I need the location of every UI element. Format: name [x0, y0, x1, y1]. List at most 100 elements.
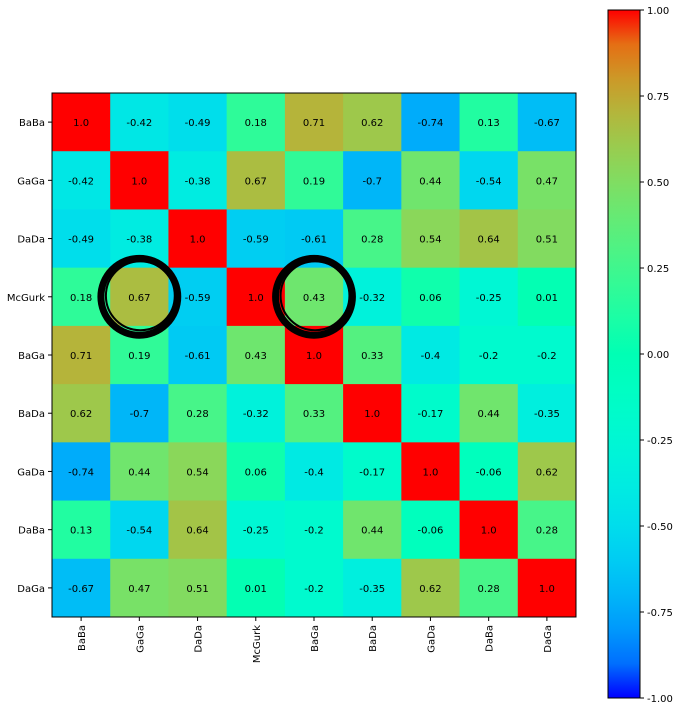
colorbar-tick-label: -1.00 [647, 694, 673, 705]
heatmap-cell-labels: 1.0 -0.42 -0.49 0.18 0.71 0.62 -0.74 0.13 -0.67 -… [68, 118, 560, 595]
y-tick-label: GaGa [17, 176, 45, 187]
cell-value-label: 0.28 [186, 409, 208, 420]
x-tick-label: GaDa [426, 625, 437, 653]
heatmap-cell [517, 93, 577, 152]
cell-value-label: 0.64 [478, 235, 500, 246]
x-tick-label: DaBa [485, 625, 496, 652]
cell-value-label: -0.59 [243, 235, 269, 246]
heatmap-cell [517, 442, 577, 502]
heatmap-cell [401, 151, 461, 210]
cell-value-label: -0.17 [359, 467, 385, 478]
heatmap-cell [517, 151, 577, 210]
cell-value-label: -0.06 [418, 526, 444, 537]
x-tick-label: DaGa [543, 625, 554, 653]
heatmap-cell [226, 151, 286, 210]
heatmap-cell [459, 500, 519, 560]
cell-value-label: 0.01 [536, 293, 558, 304]
cell-value-label: -0.35 [534, 409, 560, 420]
colorbar-tick-label: 0.50 [647, 178, 669, 189]
heatmap-cell [401, 384, 461, 443]
heatmap-cell [52, 325, 111, 385]
cell-value-label: -0.54 [126, 526, 152, 537]
cell-value-label: -0.4 [421, 351, 441, 362]
cell-value-label: 0.01 [245, 584, 267, 595]
y-tick-label: DaGa [17, 584, 45, 595]
heatmap-cell [168, 209, 228, 269]
heatmap-cell [110, 500, 169, 560]
x-tick-label: McGurk [252, 625, 263, 663]
cell-value-label: -0.7 [362, 176, 382, 187]
heatmap-cell [343, 151, 402, 210]
heatmap-cell [52, 558, 111, 618]
heatmap-cell [343, 442, 402, 502]
heatmap-cell [517, 209, 577, 269]
heatmap-cell [343, 500, 402, 560]
heatmap-cell [226, 93, 286, 152]
highlight-circle [272, 254, 356, 339]
heatmap-cell [52, 209, 111, 269]
heatmap-cell [459, 558, 519, 618]
heatmap-cell [459, 325, 519, 385]
cell-value-label: 0.44 [419, 176, 441, 187]
cell-value-label: 0.62 [70, 409, 92, 420]
heatmap-cell [459, 93, 519, 152]
x-tick-label: GaGa [135, 625, 146, 653]
heatmap-cell [168, 500, 228, 560]
highlight-circle-inner-stroke [104, 260, 176, 332]
heatmap-cell [517, 325, 577, 385]
heatmap-cell [168, 325, 228, 385]
cell-value-label: 1.0 [364, 409, 380, 420]
heatmap-cell [110, 151, 169, 210]
cell-value-label: -0.2 [304, 526, 324, 537]
heatmap-cell [110, 93, 169, 152]
cell-value-label: -0.35 [359, 584, 385, 595]
colorbar [607, 9, 641, 699]
heatmap-cell [52, 500, 111, 560]
cell-value-label: 1.0 [73, 118, 89, 129]
heatmap-cell [401, 442, 461, 502]
highlight-circle [97, 254, 182, 339]
x-tick-label: BaGa [310, 625, 321, 652]
cell-value-label: 0.19 [303, 176, 325, 187]
cell-value-label: -0.38 [126, 235, 152, 246]
x-tick-label: DaDa [194, 625, 205, 653]
colorbar-tick-label: 0.25 [647, 264, 669, 275]
cell-value-label: -0.61 [301, 235, 327, 246]
cell-value-label: -0.54 [476, 176, 502, 187]
cell-value-label: -0.25 [243, 526, 269, 537]
heatmap-cell [401, 209, 461, 269]
cell-value-label: -0.61 [185, 351, 211, 362]
heatmap-cell [168, 558, 228, 618]
cell-value-label: 0.44 [478, 409, 500, 420]
cell-value-label: 0.47 [536, 176, 558, 187]
y-tick-label: DaBa [18, 526, 45, 537]
cell-value-label: -0.74 [68, 467, 94, 478]
colorbar-tick-label: -0.50 [647, 522, 673, 533]
cell-value-label: -0.38 [185, 176, 211, 187]
cell-value-label: 0.44 [128, 467, 150, 478]
highlight-circles [97, 254, 356, 339]
cell-value-label: 0.33 [361, 351, 383, 362]
cell-value-label: 0.06 [419, 293, 441, 304]
cell-value-label: -0.32 [243, 409, 269, 420]
heatmap-cell [517, 267, 577, 327]
heatmap-cell [52, 93, 111, 152]
colorbar-ticks: 1.00 0.75 0.50 0.25 0.00 -0.25 -0.50 -0.75 -1.00 [640, 6, 673, 705]
cell-value-label: 0.43 [245, 351, 267, 362]
heatmap-cell [284, 384, 344, 443]
heatmap-cell [52, 384, 111, 443]
y-tick-label: BaGa [18, 351, 45, 362]
cell-value-label: 0.67 [245, 176, 267, 187]
cell-value-label: 0.18 [70, 293, 92, 304]
cell-value-label: 0.28 [536, 526, 558, 537]
heatmap-cell [52, 442, 111, 502]
cell-value-label: -0.7 [130, 409, 150, 420]
cell-value-label: 1.0 [481, 526, 497, 537]
heatmap-row-labels: BaBa GaGa DaDa McGurk BaGa BaDa GaDa DaBa DaGa [7, 118, 52, 595]
cell-value-label: 0.64 [186, 526, 208, 537]
cell-value-label: 1.0 [306, 351, 322, 362]
heatmap-cell [52, 151, 111, 210]
heatmap-cell [110, 267, 169, 327]
cell-value-label: -0.17 [418, 409, 444, 420]
heatmap-cell [110, 442, 169, 502]
